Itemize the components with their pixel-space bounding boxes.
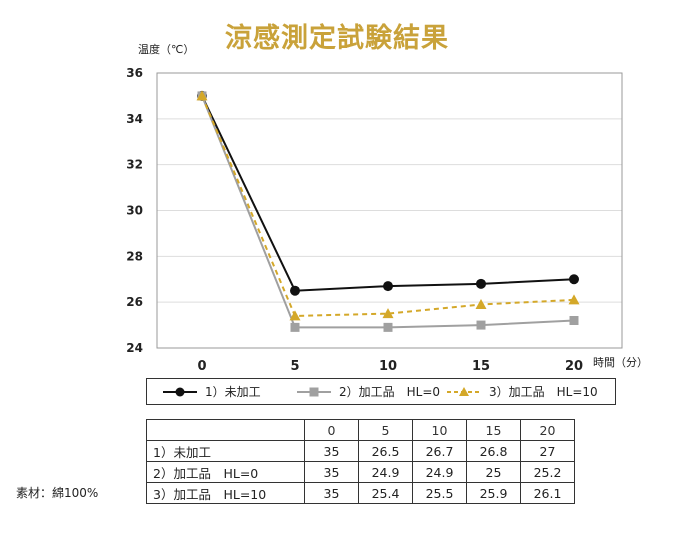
legend-marker-triangle [447, 386, 481, 396]
chart-title: 涼感測定試験結果 [225, 23, 449, 54]
data-point [290, 322, 300, 332]
data-point [475, 298, 487, 309]
y-tick-label: 28 [126, 249, 143, 263]
data-point [383, 281, 393, 292]
y-tick-label: 32 [126, 158, 143, 172]
table-cell: 26.5 [358, 440, 413, 462]
table-header-row: 0 5 10 15 20 [146, 419, 575, 441]
table-row: 2）加工品 HL=0 35 24.9 24.9 25 25.2 [146, 461, 575, 483]
table-cell: 24.9 [358, 461, 413, 483]
table-cell: 25.2 [520, 461, 575, 483]
table-cell: 2）加工品 HL=0 [146, 461, 305, 483]
data-point [290, 285, 300, 296]
series-line [201, 95, 575, 292]
data-point [476, 320, 486, 330]
data-point [383, 322, 393, 332]
series-1 [197, 90, 579, 296]
table-cell: 35 [304, 461, 359, 483]
table-header-cell: 5 [358, 419, 413, 441]
table-cell: 35 [304, 440, 359, 462]
data-point [569, 274, 579, 285]
table-cell: 24.9 [412, 461, 467, 483]
legend-label-2: 2）加工品 HL=0 [339, 385, 441, 399]
x-tick-label: 10 [379, 359, 397, 374]
table-cell: 25.5 [412, 482, 467, 504]
legend-marker-circle [163, 387, 197, 396]
y-tick-label: 34 [126, 112, 143, 126]
table-row: 1）未加工 35 26.5 26.7 26.8 27 [146, 440, 575, 462]
table-cell: 27 [520, 440, 575, 462]
data-point [196, 90, 208, 101]
table-cell: 26.1 [520, 482, 575, 504]
y-tick-label: 36 [126, 66, 143, 80]
data-point [289, 310, 301, 321]
legend-label-1: 1）未加工 [205, 385, 261, 399]
table-header-cell: 15 [466, 419, 521, 441]
table-cell: 25 [466, 461, 521, 483]
table-cell: 1）未加工 [146, 440, 305, 462]
y-tick-label: 26 [126, 295, 143, 309]
table-cell: 35 [304, 482, 359, 504]
data-point [569, 316, 579, 325]
line-chart: 24 26 28 30 32 34 36 0 5 10 15 20 温度（℃） 時間（分） [126, 42, 648, 374]
table-header-cell: 10 [412, 419, 467, 441]
data-point [568, 294, 580, 305]
table-cell: 25.4 [358, 482, 413, 504]
plot-frame [156, 72, 623, 349]
data-table: 0 5 10 15 20 1）未加工 35 26.5 26.7 26.8 27 … [146, 419, 575, 504]
y-tick-labels: 24 26 28 30 32 34 36 [126, 66, 143, 355]
material-note: 素材：綿100% [16, 486, 99, 500]
x-tick-label: 15 [472, 359, 490, 374]
y-tick-label: 24 [126, 341, 143, 355]
data-point [382, 308, 394, 319]
x-tick-labels: 0 5 10 15 20 [197, 359, 583, 374]
series-2 [197, 91, 579, 332]
series-lines [196, 90, 580, 332]
x-tick-label: 20 [565, 359, 583, 374]
table-cell: 3）加工品 HL=10 [146, 482, 305, 504]
y-tick-label: 30 [126, 204, 143, 218]
x-axis-label: 時間（分） [593, 356, 648, 369]
table-header-cell: 20 [520, 419, 575, 441]
legend-label-3: 3）加工品 HL=10 [489, 385, 598, 399]
table-cell: 26.7 [412, 440, 467, 462]
y-axis-label: 温度（℃） [138, 42, 194, 56]
legend-item-1: 1）未加工 [161, 379, 261, 404]
legend-marker-square [297, 387, 331, 396]
x-tick-label: 0 [197, 359, 206, 374]
table-cell: 26.8 [466, 440, 521, 462]
legend: 1）未加工 2）加工品 HL=0 3）加工品 HL=10 [146, 378, 616, 405]
data-point [476, 278, 486, 289]
legend-item-3: 3）加工品 HL=10 [445, 379, 598, 404]
legend-item-2: 2）加工品 HL=0 [295, 379, 440, 404]
series-3 [196, 90, 580, 321]
table-header-cell [146, 419, 305, 441]
table-cell: 25.9 [466, 482, 521, 504]
table-header-cell: 0 [304, 419, 359, 441]
x-tick-label: 5 [290, 359, 299, 374]
table-row: 3）加工品 HL=10 35 25.4 25.5 25.9 26.1 [146, 482, 575, 504]
